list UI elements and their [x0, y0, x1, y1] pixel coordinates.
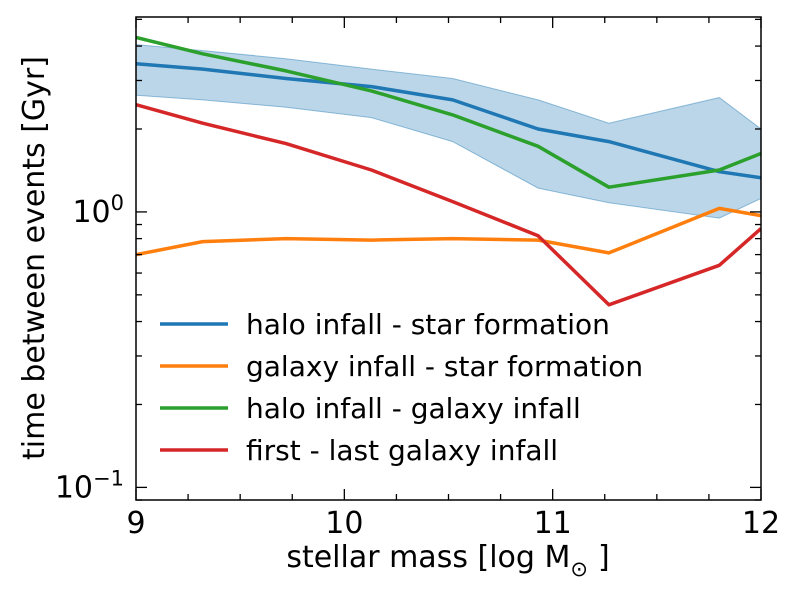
legend-label-2: halo infall - galaxy infall — [246, 392, 581, 425]
legend-label-3: first - last galaxy infall — [246, 434, 558, 467]
y-tick-label: 100 — [72, 191, 124, 230]
confidence-band — [136, 44, 761, 219]
band-layer — [136, 44, 761, 219]
y-tick-labels: 100 10−1 — [55, 191, 124, 505]
x-tick-label: 11 — [534, 506, 572, 541]
x-tick-label: 12 — [742, 506, 780, 541]
legend-label-1: galaxy infall - star formation — [246, 350, 643, 383]
y-tick-label: 10−1 — [55, 466, 124, 505]
x-tick-label: 9 — [126, 506, 145, 541]
series-line-1 — [136, 206, 761, 257]
x-tick-label: 10 — [325, 506, 363, 541]
ticks-layer — [135, 17, 762, 501]
legend: halo infall - star formation galaxy infal… — [160, 308, 643, 467]
x-axis-label: stellar mass [log M⊙] — [286, 540, 609, 581]
series-line-3 — [136, 103, 761, 307]
x-axis-label-subscript: ⊙ — [570, 557, 588, 581]
y-axis-label: time between events [Gyr] — [17, 56, 52, 460]
legend-label-0: halo infall - star formation — [246, 308, 610, 341]
series-layer — [136, 35, 761, 307]
series-line-0 — [136, 62, 761, 180]
series-line-2 — [136, 35, 761, 189]
x-tick-labels: 9 10 11 12 — [126, 506, 780, 541]
